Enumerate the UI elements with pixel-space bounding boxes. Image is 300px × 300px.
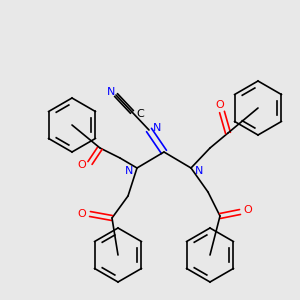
Text: C: C [136,109,144,119]
Text: O: O [78,160,86,170]
Text: O: O [244,205,252,215]
Text: N: N [125,166,133,176]
Text: N: N [195,166,203,176]
Text: O: O [216,100,224,110]
Text: N: N [107,87,115,97]
Text: N: N [153,123,161,133]
Text: O: O [78,209,86,219]
